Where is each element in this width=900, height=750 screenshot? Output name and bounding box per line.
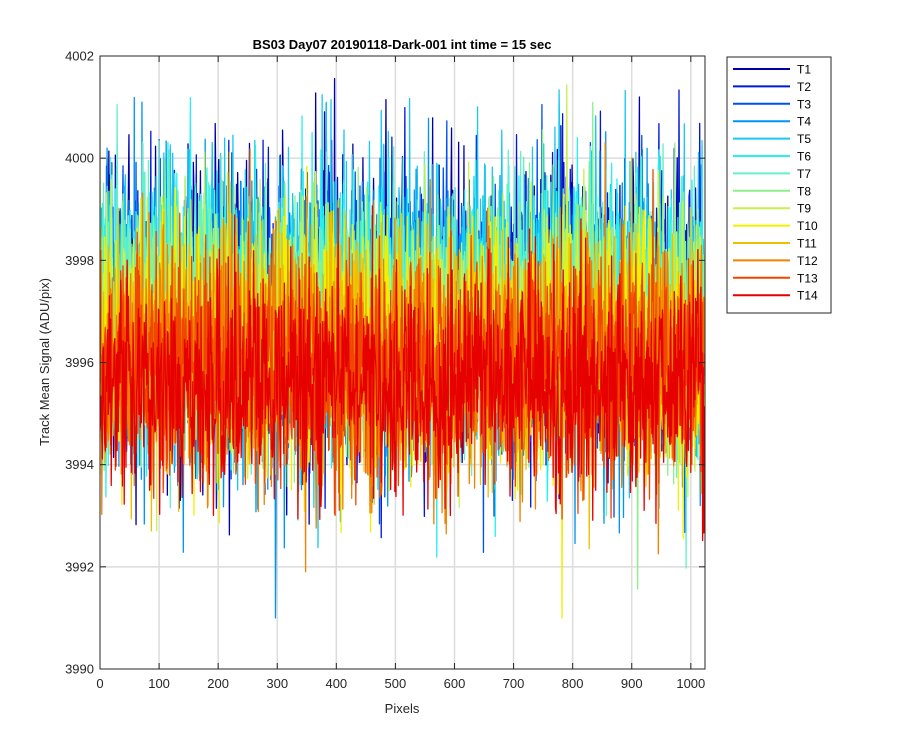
x-tick-label: 0 [96,676,103,691]
legend-label: T12 [797,254,818,268]
legend-label: T8 [797,184,811,198]
legend-label: T14 [797,289,818,303]
legend-label: T11 [797,237,817,251]
x-tick-label: 900 [621,676,643,691]
x-tick-label: 400 [325,676,347,691]
y-axis-label: Track Mean Signal (ADU/pix) [37,278,52,446]
x-tick-label: 700 [503,676,525,691]
legend-label: T5 [797,132,811,146]
x-tick-label: 100 [148,676,170,691]
legend-label: T4 [797,115,811,129]
y-tick-label: 3998 [65,253,94,268]
legend-label: T13 [797,271,818,285]
x-tick-label: 1000 [676,676,705,691]
legend-box [726,56,832,314]
series-layer [100,78,705,619]
y-tick-labels: 3990 3992 3994 3996 3998 4000 4002 [65,49,94,677]
x-axis-label: Pixels [385,701,420,716]
y-tick-label: 3990 [65,662,94,677]
series-line-t14 [100,205,705,542]
legend-label: T1 [797,63,811,77]
x-tick-label: 600 [444,676,466,691]
y-tick-label: 4000 [65,151,94,166]
x-tick-label: 300 [266,676,288,691]
legend-label: T6 [797,150,811,164]
legend-label: T9 [797,202,811,216]
plot-area: 0 100 200 300 400 500 600 700 800 900 1000 3990399… [65,49,706,691]
legend-label: T3 [797,97,811,111]
legend: T1 T2 T3 T4 T5 T6 T7 T8 T9 T10 T11 T12 T13 T14 [726,56,832,314]
y-tick-label: 4002 [65,49,94,64]
y-tick-label: 3994 [65,457,94,472]
legend-label: T2 [797,80,811,94]
x-tick-label: 800 [562,676,584,691]
y-tick-label: 3996 [65,355,94,370]
ticks [99,55,705,670]
chart-title: BS03 Day07 20190118-Dark-001 int time = … [253,37,552,52]
legend-label: T7 [797,167,811,181]
y-tick-label: 3992 [65,559,94,574]
legend-label: T10 [797,219,818,233]
x-tick-label: 200 [207,676,229,691]
x-tick-label: 500 [385,676,407,691]
x-tick-labels: 0 100 200 300 400 500 600 700 800 900 1000 [96,676,705,691]
